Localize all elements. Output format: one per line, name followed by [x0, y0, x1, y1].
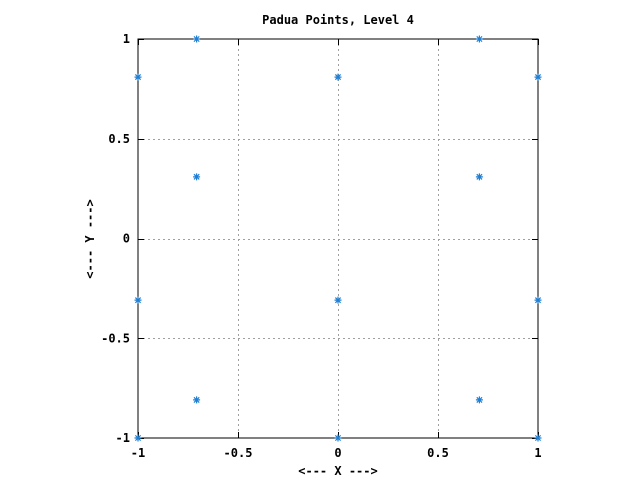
data-point [475, 396, 483, 404]
x-axis-label: <--- X ---> [298, 464, 377, 478]
data-point [193, 173, 201, 181]
grid-layer [138, 39, 538, 438]
y-tick-label: 0 [123, 232, 130, 246]
data-points [134, 35, 542, 442]
data-point [534, 73, 542, 81]
x-tick-label: 1 [534, 446, 541, 460]
data-point [334, 73, 342, 81]
x-tick-labels: -1 -0.5 0 0.5 1 [131, 446, 542, 460]
x-tick-label: 0.5 [427, 446, 449, 460]
y-axis-label: <--- Y ---> [83, 199, 97, 278]
plot-frame [137, 38, 539, 439]
data-point [193, 35, 201, 43]
y-tick-label: 0.5 [108, 132, 130, 146]
y-tick-labels: -1 -0.5 0 0.5 1 [101, 32, 130, 445]
data-point [334, 296, 342, 304]
y-tick-label: -0.5 [101, 331, 130, 345]
data-point [334, 434, 342, 442]
data-point [134, 296, 142, 304]
chart-title: Padua Points, Level 4 [262, 13, 414, 27]
y-tick-label: 1 [123, 32, 130, 46]
data-point [193, 396, 201, 404]
x-tick-label: -1 [131, 446, 145, 460]
tick-layer [138, 39, 539, 439]
x-tick-label: -0.5 [224, 446, 253, 460]
data-point [475, 173, 483, 181]
y-tick-label: -1 [116, 431, 130, 445]
data-point [134, 434, 142, 442]
data-point [534, 434, 542, 442]
data-point [475, 35, 483, 43]
data-point [534, 296, 542, 304]
data-point [134, 73, 142, 81]
x-tick-label: 0 [334, 446, 341, 460]
